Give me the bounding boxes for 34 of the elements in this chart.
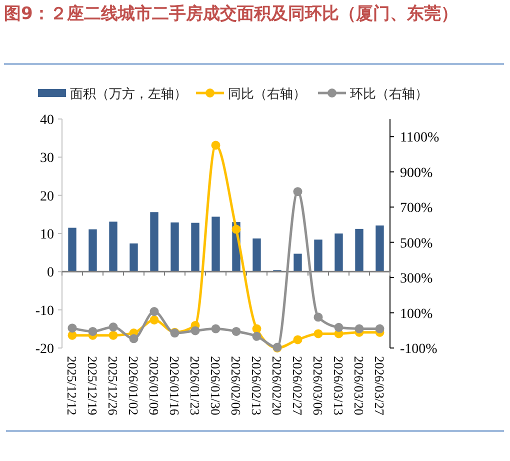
y-tick-label: 20 xyxy=(40,189,54,204)
x-tick-label: 2026/01/09 xyxy=(146,356,162,416)
y-tick-label: 40 xyxy=(40,113,54,128)
x-tick-label: 2026/01/23 xyxy=(187,356,202,416)
x-tick-label: 2025/12/12 xyxy=(64,356,80,416)
legend-label: 面积（万方，左轴） xyxy=(70,86,187,102)
x-tick-label: 2026/03/27 xyxy=(372,356,387,416)
y2-tick-label: 100% xyxy=(400,306,433,322)
x-tick-label: 2026/02/06 xyxy=(228,356,244,416)
y-tick-label: 30 xyxy=(40,151,54,166)
y2-tick-label: -100% xyxy=(400,342,438,357)
x-tick-label: 2026/01/30 xyxy=(208,356,223,416)
x-tick-label: 2025/12/26 xyxy=(105,356,120,416)
x-tick-label: 2026/02/27 xyxy=(290,356,305,416)
y-tick-label: -20 xyxy=(35,342,54,357)
legend-label: 环比（右轴） xyxy=(350,87,428,102)
legend-label: 同比（右轴） xyxy=(228,87,306,102)
x-tick-label: 2026/02/13 xyxy=(248,356,264,416)
x-tick-label: 2026/01/02 xyxy=(126,356,141,416)
x-tick-label: 2026/03/20 xyxy=(351,356,366,416)
y2-tick-label: 500% xyxy=(400,236,433,252)
x-tick-label: 2025/12/19 xyxy=(84,356,100,416)
y2-tick-label: 300% xyxy=(400,272,433,287)
x-tick-label: 2026/03/13 xyxy=(330,356,346,416)
y-tick-label: 10 xyxy=(40,228,54,242)
y2-tick-label: 900% xyxy=(400,166,433,181)
y2-tick-label: 700% xyxy=(400,201,433,216)
y2-tick-label: 1100% xyxy=(400,130,440,146)
x-tick-label: 2026/03/06 xyxy=(310,356,326,416)
x-tick-label: 2026/01/16 xyxy=(166,356,182,416)
x-tick-label: 2026/02/20 xyxy=(269,356,284,416)
y-tick-label: 0 xyxy=(47,266,54,281)
chart-title: 图9：２座二线城市二手房成交面积及同环比（厦门、东莞） xyxy=(4,3,459,26)
y-tick-label: -10 xyxy=(35,304,54,319)
